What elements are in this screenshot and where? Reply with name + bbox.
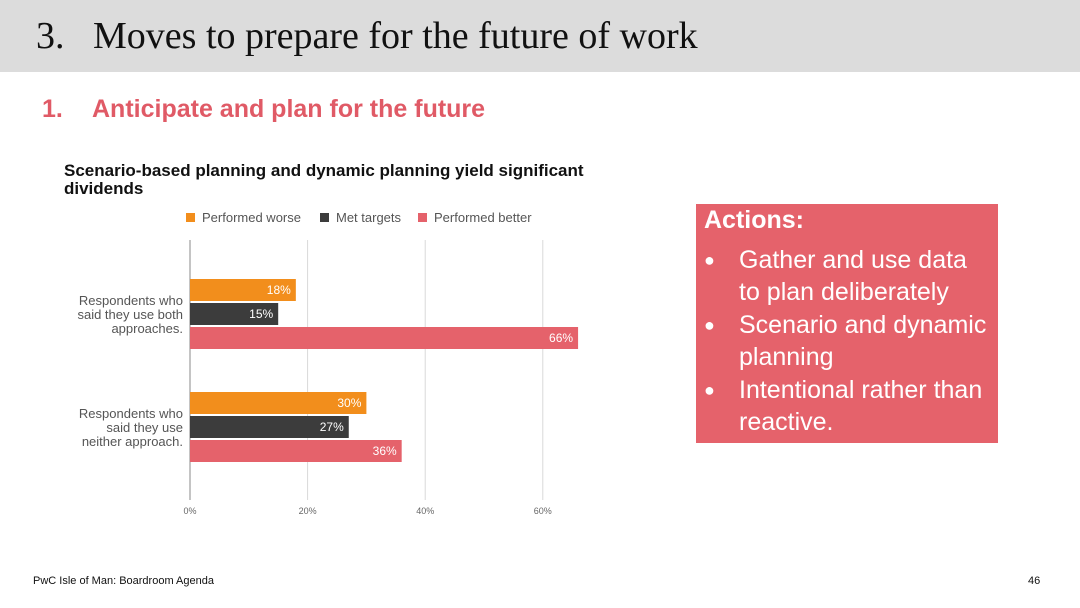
data-label: 27% [320,420,344,434]
bar [190,303,279,325]
category-label: Respondents who [79,293,183,308]
data-label: 30% [337,396,361,410]
legend-label: Performed better [434,210,532,225]
bullet-icon: ● [704,250,715,270]
legend-label: Met targets [336,210,402,225]
bar [190,416,349,438]
subheading-text: Anticipate and plan for the future [92,95,486,123]
category-label: approaches. [111,321,183,336]
bar [190,279,296,301]
action-item: ● Gather and use data to plan deliberatel… [696,244,989,308]
chart: Scenario-based planning and dynamic plan… [56,152,646,532]
page-number: 46 [1028,575,1041,587]
action-item-text: Gather and use data to plan deliberately [739,246,967,306]
subheading-number: 1. [42,95,63,123]
chart-title-line: dividends [64,179,143,198]
data-label: 15% [249,307,273,321]
bar [190,327,579,349]
x-tick-label: 40% [416,506,434,516]
subheading: 1. Anticipate and plan for the future [42,95,485,124]
action-item-text: Intentional rather than reactive. [739,376,983,436]
footer-source: PwC Isle of Man: Boardroom Agenda [33,575,214,587]
bar-chart: Scenario-based planning and dynamic plan… [64,161,584,516]
data-label: 36% [373,444,397,458]
x-tick-label: 0% [183,506,196,516]
slide-number: 3. [36,15,65,57]
legend-swatch [186,213,195,222]
slide-title: Moves to prepare for the future of work [93,15,698,57]
bar [190,392,367,414]
legend-swatch [320,213,329,222]
data-label: 18% [267,283,291,297]
action-item: ● Scenario and dynamic planning [696,309,989,373]
actions-box: Actions: ● Gather and use data to plan de… [696,204,998,443]
legend-swatch [418,213,427,222]
category-label: said they use both [77,307,183,322]
data-label: 66% [549,331,573,345]
x-tick-label: 60% [534,506,552,516]
x-tick-label: 20% [299,506,317,516]
action-item-text: Scenario and dynamic planning [739,311,987,371]
actions-list: ● Gather and use data to plan deliberatel… [696,244,989,439]
category-label: Respondents who [79,406,183,421]
bullet-icon: ● [704,315,715,335]
bullet-icon: ● [704,380,715,400]
category-label: neither approach. [82,434,183,449]
bar [190,440,402,462]
chart-title-line: Scenario-based planning and dynamic plan… [64,161,584,180]
category-label: said they use [106,420,183,435]
title-bar: 3. Moves to prepare for the future of wo… [0,0,1080,72]
action-item: ● Intentional rather than reactive. [696,374,989,438]
legend-label: Performed worse [202,210,301,225]
actions-title: Actions: [704,206,804,234]
